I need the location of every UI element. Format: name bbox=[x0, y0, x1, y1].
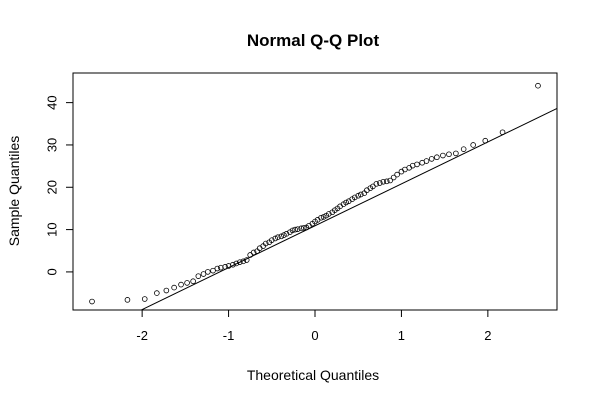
x-tick-label: -1 bbox=[223, 328, 235, 343]
y-tick-label: 20 bbox=[45, 180, 60, 194]
data-point bbox=[200, 271, 207, 277]
data-point bbox=[434, 154, 440, 161]
data-point bbox=[446, 151, 452, 158]
data-point bbox=[250, 249, 257, 256]
data-point bbox=[195, 273, 202, 279]
x-tick-label: 1 bbox=[398, 328, 405, 343]
data-point bbox=[178, 281, 184, 288]
data-point bbox=[233, 260, 240, 267]
data-point bbox=[428, 156, 435, 162]
x-tick-label: -2 bbox=[136, 328, 148, 343]
reference-line bbox=[140, 108, 557, 310]
plot-frame bbox=[72, 72, 558, 311]
data-point bbox=[272, 235, 279, 242]
data-point bbox=[320, 214, 327, 220]
y-axis-label: Sample Quantiles bbox=[6, 136, 22, 247]
data-point bbox=[294, 226, 301, 232]
data-point bbox=[289, 227, 296, 234]
data-point bbox=[237, 259, 243, 265]
data-points bbox=[89, 82, 541, 305]
data-point bbox=[163, 287, 170, 294]
data-point bbox=[281, 232, 287, 238]
data-point bbox=[387, 177, 393, 184]
y-tick-label: 40 bbox=[45, 95, 60, 109]
chart-title: Normal Q-Q Plot bbox=[247, 31, 380, 50]
data-point bbox=[275, 234, 281, 241]
data-point bbox=[482, 137, 489, 144]
data-point bbox=[355, 192, 362, 199]
data-point bbox=[171, 284, 177, 291]
data-point bbox=[230, 261, 236, 268]
data-point bbox=[268, 237, 275, 243]
data-point bbox=[222, 264, 228, 270]
data-point bbox=[240, 258, 247, 265]
data-point bbox=[205, 269, 211, 275]
data-point bbox=[210, 267, 216, 274]
data-point bbox=[390, 174, 397, 181]
data-point bbox=[380, 178, 387, 185]
data-point bbox=[124, 297, 131, 303]
data-point bbox=[377, 180, 383, 186]
x-axis-label: Theoretical Quantiles bbox=[247, 367, 379, 383]
data-point bbox=[499, 129, 506, 136]
data-point bbox=[243, 257, 250, 263]
data-point bbox=[326, 211, 332, 217]
data-point bbox=[89, 298, 95, 305]
x-tick-label: 0 bbox=[311, 328, 318, 343]
data-point bbox=[440, 152, 446, 159]
data-point bbox=[154, 290, 160, 296]
data-point bbox=[453, 150, 459, 157]
y-tick-label: 30 bbox=[45, 138, 60, 152]
data-point bbox=[214, 265, 221, 272]
data-point bbox=[414, 161, 420, 168]
y-tick-label: 10 bbox=[45, 222, 60, 236]
data-point bbox=[292, 226, 298, 233]
data-point bbox=[262, 240, 269, 247]
data-point bbox=[423, 158, 430, 164]
y-axis: 0 10 20 30 40 bbox=[45, 95, 73, 276]
data-point bbox=[141, 296, 148, 302]
data-point bbox=[394, 171, 400, 178]
data-point bbox=[351, 194, 358, 201]
data-point bbox=[535, 82, 541, 89]
data-point bbox=[190, 278, 196, 285]
data-point bbox=[358, 191, 364, 198]
data-point bbox=[278, 233, 285, 240]
x-axis: -2 -1 0 1 2 bbox=[136, 310, 491, 343]
data-point bbox=[298, 225, 304, 232]
data-point bbox=[184, 280, 190, 286]
data-point bbox=[373, 181, 380, 187]
data-point bbox=[318, 214, 324, 221]
data-point bbox=[300, 225, 307, 231]
y-tick-label: 0 bbox=[45, 268, 60, 275]
data-point bbox=[460, 146, 467, 152]
data-point bbox=[470, 142, 476, 148]
data-point bbox=[343, 199, 349, 206]
x-tick-label: 2 bbox=[484, 328, 491, 343]
data-point bbox=[283, 231, 290, 237]
data-point bbox=[383, 178, 390, 185]
